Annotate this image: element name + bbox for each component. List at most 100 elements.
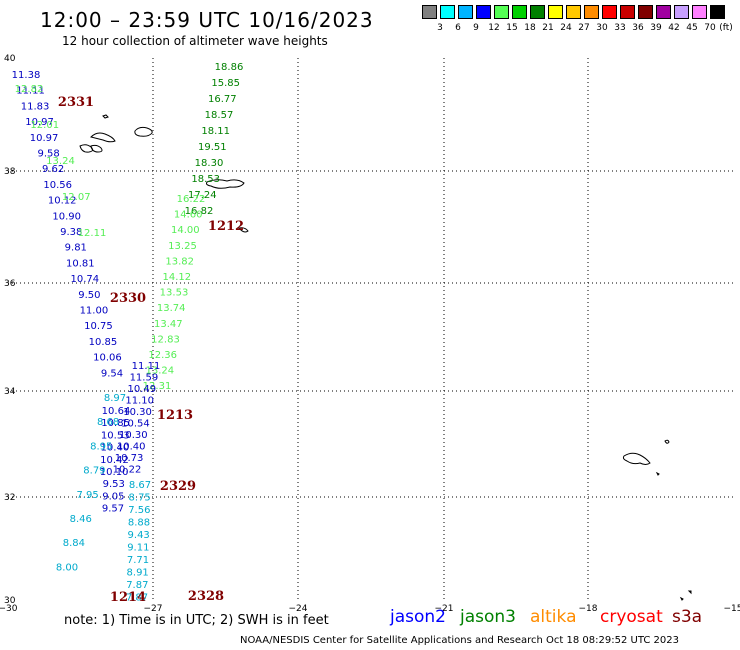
wave-height-value: 9.81 (65, 243, 87, 254)
pass-id-label: 1214 (110, 590, 146, 605)
island-outline (622, 452, 651, 465)
wave-height-value: 8.46 (70, 514, 92, 525)
colorbar-label: 36 (632, 23, 644, 33)
colorbar-swatch (458, 5, 473, 19)
colorbar-label: 42 (668, 23, 680, 33)
lat-tick-label: 36 (4, 279, 16, 289)
colorbar-label: 27 (578, 23, 590, 33)
wave-height-value: 13.24 (46, 156, 75, 167)
pass-id-label: 2330 (110, 291, 146, 306)
colorbar-swatch (548, 5, 563, 19)
wave-height-value: 11.59 (130, 373, 159, 384)
colorbar-label: 9 (473, 23, 479, 33)
footer-credit: NOAA/NESDIS Center for Satellite Applica… (240, 635, 679, 646)
wave-height-value: 8.97 (104, 393, 126, 404)
island-outline (664, 439, 670, 444)
lon-tick-label: −18 (579, 604, 598, 614)
pass-id-label: 2331 (58, 95, 94, 110)
wave-height-value: 10.42 (100, 455, 129, 466)
wave-height-value: 9.57 (102, 504, 124, 515)
wave-height-value: 10.10 (100, 467, 129, 478)
wave-height-value: 12.01 (30, 120, 59, 131)
wave-height-value: 7.71 (127, 555, 149, 566)
wave-height-value: 16.77 (208, 94, 237, 105)
lon-tick-label: −15 (724, 604, 740, 614)
lat-tick-label: 40 (4, 54, 16, 64)
wave-height-value: 10.30 (119, 430, 148, 441)
wave-height-value: 18.57 (205, 110, 234, 121)
lon-tick-label: −27 (144, 604, 163, 614)
land-outlines (79, 114, 692, 601)
wave-height-value: 11.00 (80, 306, 109, 317)
pass-id-label: 1213 (157, 408, 193, 423)
colorbar-label: 30 (596, 23, 608, 33)
satellite-legend-cryosat: cryosat (600, 607, 663, 627)
wave-height-value: 13.82 (165, 256, 194, 267)
island-outline (655, 471, 660, 476)
wave-height-value: 13.25 (168, 241, 197, 252)
wave-height-value: 14.00 (171, 225, 200, 236)
colorbar-label: 45 (686, 23, 698, 33)
colorbar-swatch (440, 5, 455, 19)
island-outline (206, 179, 245, 189)
colorbar-label: 18 (524, 23, 536, 33)
island-outline (90, 144, 103, 153)
colorbar-swatch (566, 5, 581, 19)
wave-height-value: 10.56 (43, 180, 72, 191)
axis-tick-labels: 40 38 36 34 32 30−30 −27 −24 −21 −18 −15 (0, 54, 740, 614)
wave-height-value: 16.82 (185, 206, 214, 217)
colorbar-label: 15 (506, 23, 518, 33)
colorbar-label: 39 (650, 23, 662, 33)
wave-height-value: 9.58 (37, 149, 59, 160)
wave-height-value: 7.95 (76, 490, 98, 501)
page-subtitle: 12 hour collection of altimeter wave hei… (62, 34, 328, 48)
wave-height-value: 9.38 (60, 227, 82, 238)
lon-tick-label: −21 (435, 604, 454, 614)
altimeter-tracks: 18.86 15.85 16.77 18.57 18.11 19.51 18.30 18.53… (12, 62, 244, 604)
wave-height-value: 10.54 (121, 419, 150, 430)
island-outline (134, 126, 153, 137)
wave-height-value: 9.43 (128, 530, 150, 541)
wave-height-value: 10.64 (102, 406, 131, 417)
wave-height-value: 9.11 (127, 543, 149, 554)
colorbar-unit: (ft) (719, 23, 733, 33)
wave-height-value: 10.75 (84, 321, 113, 332)
wave-height-value: 15.85 (211, 78, 240, 89)
colorbar-swatch (422, 5, 437, 19)
wave-height-value: 10.97 (25, 117, 54, 128)
wave-height-value: 8.68 (97, 417, 119, 428)
colorbar-swatch (620, 5, 635, 19)
wave-height-value: 18.53 (191, 174, 220, 185)
wave-height-value: 10.06 (93, 353, 122, 364)
wave-height-value: 8.88 (128, 518, 150, 529)
wave-height-value: 10.81 (66, 258, 95, 269)
colorbar-swatch (710, 5, 725, 19)
wave-height-value: 10.85 (89, 337, 118, 348)
lat-tick-label: 34 (4, 387, 16, 397)
wave-height-value: 17.24 (188, 190, 217, 201)
wave-height-value: 16.22 (177, 194, 206, 205)
pass-id-label: 2329 (160, 479, 196, 494)
colorbar-swatch (512, 5, 527, 19)
wave-height-value: 8.67 (129, 480, 151, 491)
wave-height-value: 10.73 (115, 453, 144, 464)
wave-height-value: 10.40 (101, 443, 130, 454)
island-outline (687, 590, 692, 595)
wave-height-value: 8.79 (83, 466, 105, 477)
island-outline (238, 227, 249, 233)
island-outline (90, 132, 116, 143)
wave-height-value: 18.30 (195, 158, 224, 169)
wave-height-value: 13.24 (146, 366, 175, 377)
wave-height-value: 7.56 (128, 505, 150, 516)
wave-height-value: 13.53 (160, 288, 189, 299)
colorbar-label: 70 (704, 23, 716, 33)
pass-id-label: 2328 (188, 589, 224, 604)
wave-height-value: 12.82 (15, 84, 44, 95)
colorbar-label: 33 (614, 23, 626, 33)
lat-tick-label: 32 (4, 493, 15, 503)
colorbar-swatch (656, 5, 671, 19)
colorbar-label: 24 (560, 23, 572, 33)
colorbar-swatch (602, 5, 617, 19)
wave-height-value: 12.07 (62, 192, 91, 203)
wave-height-value: 19.51 (198, 142, 227, 153)
